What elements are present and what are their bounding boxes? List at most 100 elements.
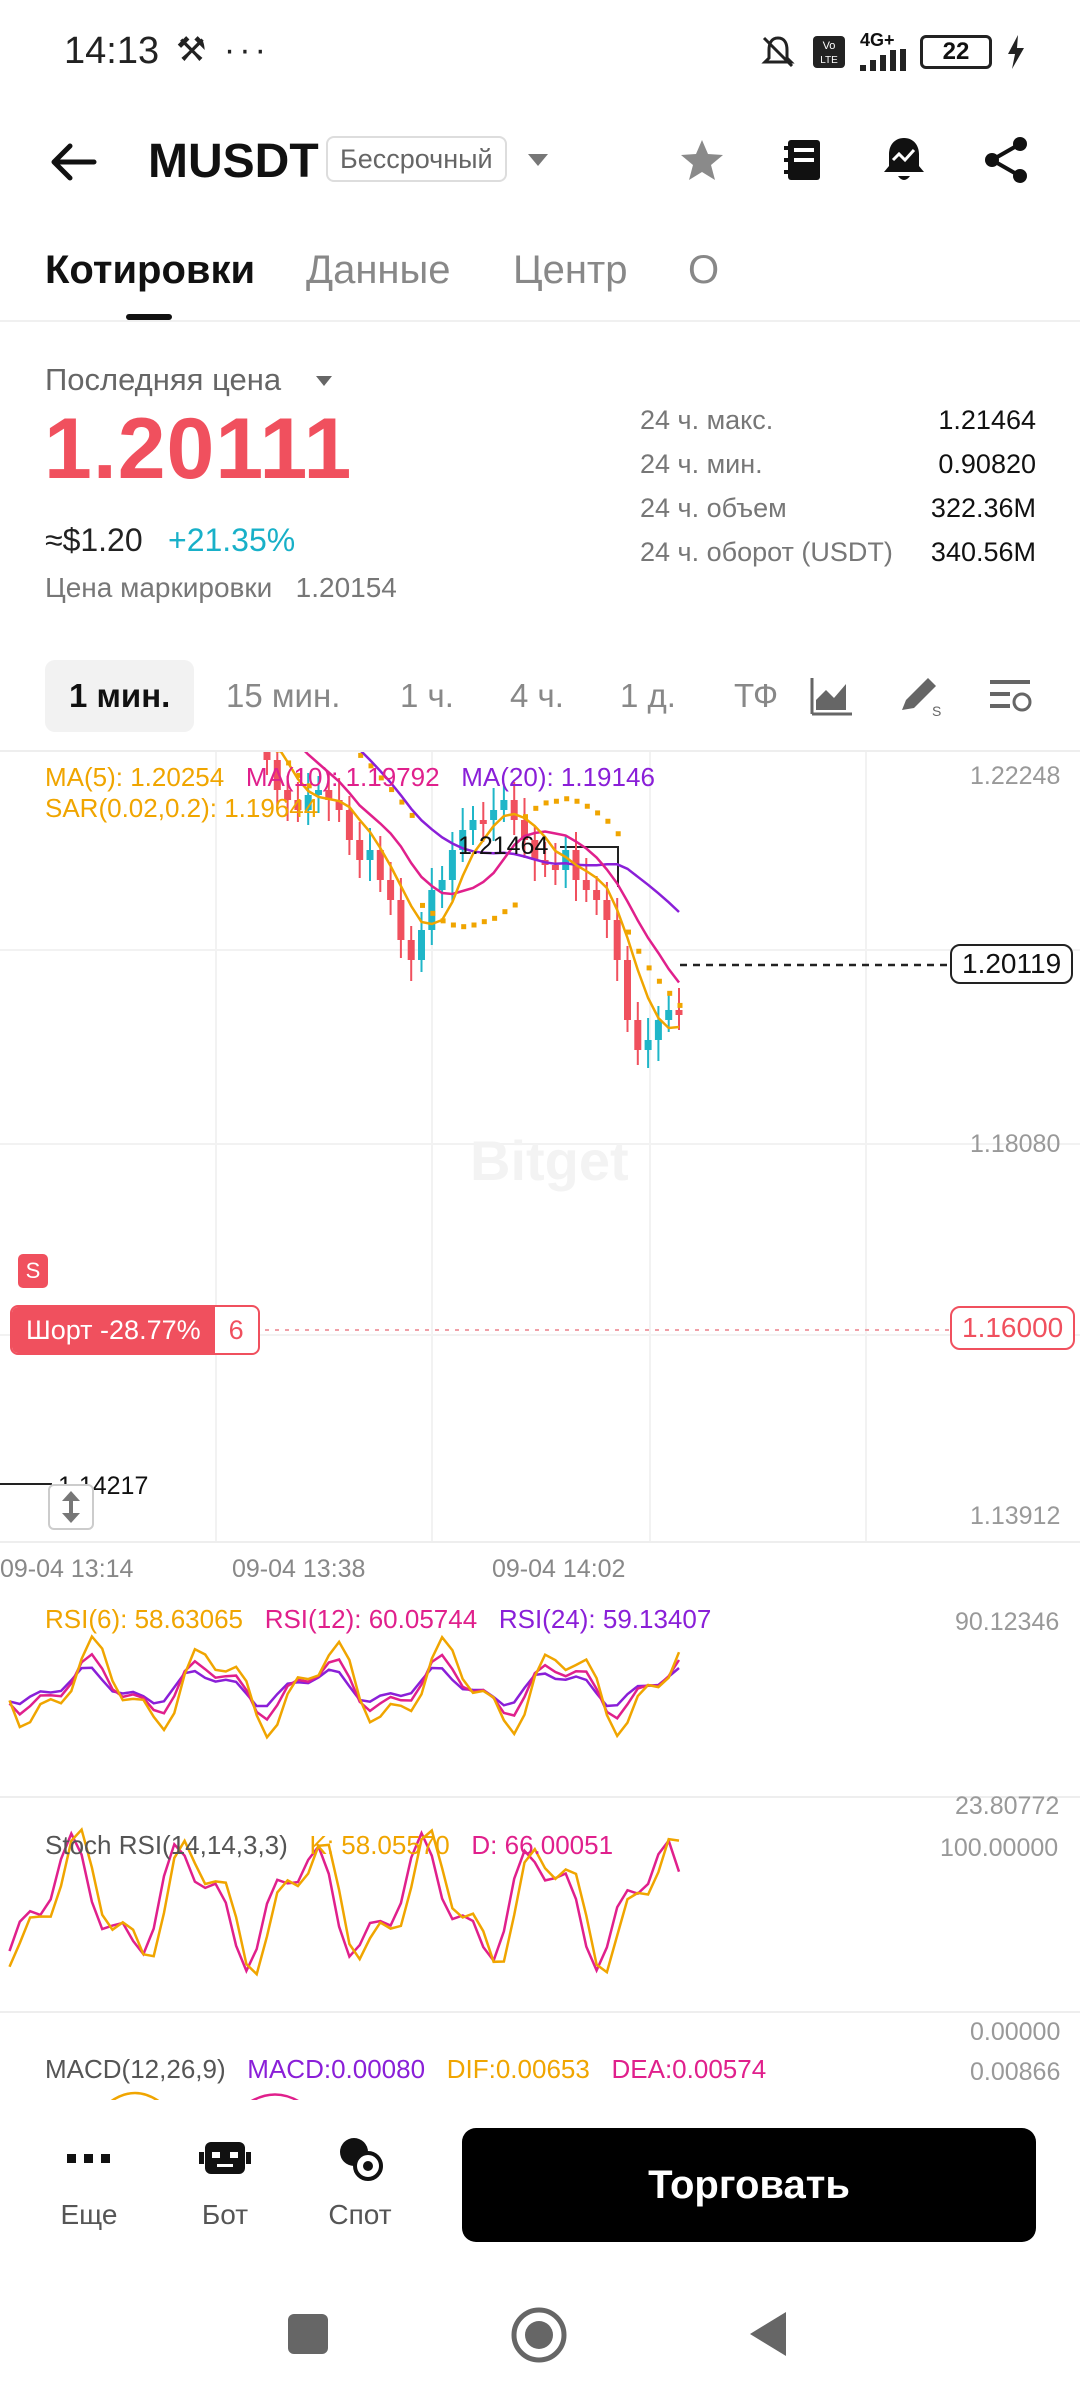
stoch-k-label: K: 58.05570 [309,1830,450,1860]
macd-label: MACD(12,26,9) [45,2054,226,2084]
bot-button[interactable]: Бот [170,2128,280,2231]
notification-icons: ⚒ ··· [176,31,270,69]
drawing-tools-icon[interactable]: S [894,670,946,722]
svg-text:Bitget: Bitget [470,1129,629,1192]
candle-body [315,790,322,795]
stoch-top-label: 100.00000 [940,1834,1059,1862]
tab-about[interactable]: О [688,248,720,292]
short-signal-badge[interactable]: S [18,1254,48,1288]
sar-dot [461,924,467,930]
stoch-bottom-label: 0.00000 [970,2018,1061,2046]
ma20-label: MA(20): 1.19146 [461,762,655,792]
sar-dot [502,909,508,915]
short-position-count: 6 [228,1315,244,1345]
candle-body [582,880,590,890]
spot-button[interactable]: Спот [305,2128,415,2231]
ma5-line [279,752,680,1030]
ma-legend: MA(5): 1.20254 MA(10): 1.19792 MA(20): 1… [45,762,655,793]
candle-body [428,890,436,930]
notebook-icon[interactable] [776,132,832,188]
candles [263,752,683,1068]
contract-type-badge: Бессрочный [326,136,507,182]
candle-body [562,850,570,870]
sar-dot [646,965,652,971]
sar-dot [574,798,580,804]
sar-dot [481,919,487,925]
usd-price: ≈$1.20 [45,522,143,558]
stat-value: 322.36M [930,492,1036,523]
timeframe-15m[interactable]: 15 мин. [226,677,341,714]
timeframe-1m[interactable]: 1 мин. [45,660,195,732]
price-alert-icon[interactable] [876,132,932,188]
candle-body [284,790,292,800]
time-axis-label: 09-04 13:14 [0,1555,134,1583]
vertical-arrows-icon [62,1491,80,1523]
stoch-legend: Stoch RSI(14,14,3,3) K: 58.05570 D: 66.0… [45,1830,613,1861]
rsi-bottom-label: 23.80772 [955,1792,1060,1820]
recents-icon[interactable] [286,2312,330,2356]
timeframe-custom[interactable]: ТФ [734,677,779,714]
candle-body [644,1040,652,1050]
stat-value: 0.90820 [938,448,1036,479]
timeframe-1d[interactable]: 1 д. [620,677,676,714]
charging-icon [1008,35,1024,69]
system-icons: Vo LTE 4G+ 22 [758,30,1026,74]
stoch-label: Stoch RSI(14,14,3,3) [45,1830,288,1860]
chevron-down-icon[interactable] [316,376,332,386]
more-label: Еще [60,2199,118,2230]
chart-type-icon[interactable] [806,670,858,722]
ma10-line [303,752,680,984]
macd-legend: MACD(12,26,9) MACD:0.00080 DIF:0.00653 D… [45,2054,766,2085]
stat-label: 24 ч. объем [640,492,787,523]
chart-resize-handle[interactable] [48,1484,94,1530]
sar-dot [306,783,312,789]
svg-text:S: S [932,703,941,719]
y-axis-label: 1.18080 [970,1130,1061,1158]
sar-dot [492,915,498,921]
tab-data[interactable]: Данные [306,248,451,292]
candle-body [356,840,364,860]
back-arrow-icon[interactable] [46,134,102,190]
short-position-tag[interactable]: Шорт -28.77% 6 [10,1305,260,1355]
dea-value: DEA:0.00574 [611,2054,767,2084]
tab-center[interactable]: Центр [513,248,628,292]
rsi24-label: RSI(24): 59.13407 [498,1604,712,1634]
candle-body [469,820,477,830]
candle-body [613,920,621,960]
back-icon[interactable] [748,2310,788,2358]
mark-price-value: 1.20154 [295,572,397,603]
ma10-label: MA(10): 1.19792 [245,762,440,792]
home-icon[interactable] [510,2306,568,2364]
tab-quotes[interactable]: Котировки [45,248,256,292]
candle-body [521,820,528,840]
last-price-label[interactable]: Последняя цена [45,362,282,397]
stat-value: 1.21464 [938,404,1036,435]
dif-value: DIF:0.00653 [446,2054,590,2084]
pair-title[interactable]: MUSDT [148,135,319,188]
ma20-line [360,752,680,913]
sar-dot [564,796,570,802]
battery-icon: 22 [920,35,992,69]
divider [0,750,1080,752]
sar-dot [605,818,611,824]
y-axis-label: 1.22248 [970,762,1061,790]
candle-body [634,1020,642,1050]
share-icon[interactable] [978,132,1034,188]
timeframe-1h[interactable]: 1 ч. [400,677,454,714]
timeframe-4h[interactable]: 4 ч. [510,677,564,714]
status-bar: 14:13 ⚒ ··· Vo LTE 4G+ 22 [0,0,1080,100]
more-button[interactable]: Еще [34,2128,144,2231]
ma5-label: MA(5): 1.20254 [45,762,225,792]
sar-dot [543,800,549,806]
star-icon[interactable] [674,132,730,188]
sar-dot [595,810,601,816]
sar-dot [471,922,477,928]
trade-button[interactable]: Торговать [462,2128,1036,2242]
indicator-settings-icon[interactable] [984,670,1036,722]
time-axis-label: 09-04 13:38 [232,1555,366,1583]
current-price-tag: 1.20119 [950,944,1074,984]
candlestick-chart[interactable]: Bitget [0,752,1080,2102]
candle-body [448,850,456,880]
chevron-down-icon[interactable] [528,154,548,166]
candle-body [376,850,384,880]
